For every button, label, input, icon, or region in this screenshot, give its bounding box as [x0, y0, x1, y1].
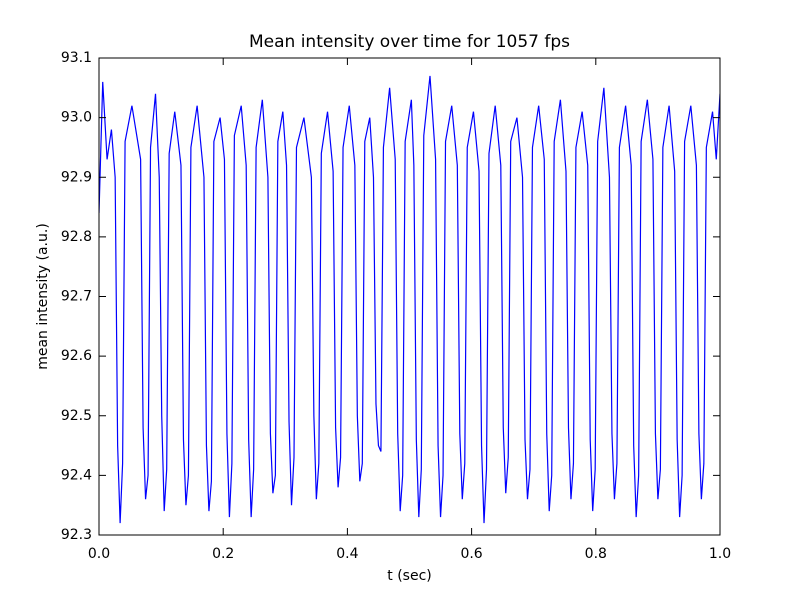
x-axis-label: t (sec) [387, 568, 431, 584]
x-tick-label: 1.0 [709, 546, 731, 562]
y-tick-label: 92.7 [61, 289, 92, 305]
y-tick-label: 92.5 [61, 408, 92, 424]
y-tick-label: 92.8 [61, 229, 92, 245]
y-tick-label: 92.9 [61, 169, 92, 185]
y-tick-label: 92.3 [61, 527, 92, 543]
y-tick-label: 92.4 [61, 467, 92, 483]
y-axis-label: mean intensity (a.u.) [35, 223, 51, 370]
x-tick-label: 0.8 [585, 546, 607, 562]
data-line [99, 75, 720, 524]
y-tick-label: 92.6 [61, 348, 92, 364]
plot-area [99, 75, 720, 524]
x-tick-label: 0.4 [336, 546, 358, 562]
x-tick-label: 0.6 [460, 546, 482, 562]
y-tick-label: 93.1 [61, 50, 92, 66]
y-tick-label: 93.0 [61, 110, 92, 126]
x-tick-label: 0.2 [212, 546, 234, 562]
x-tick-label: 0.0 [88, 546, 110, 562]
chart-title: Mean intensity over time for 1057 fps [249, 32, 570, 52]
